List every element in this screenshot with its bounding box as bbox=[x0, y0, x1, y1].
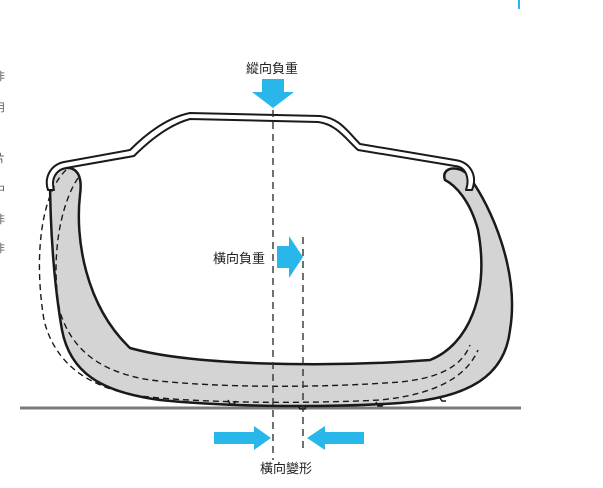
deformation-arrow-left bbox=[214, 426, 271, 450]
lateral-load-label: 橫向負重 bbox=[213, 252, 266, 267]
edge-glyph: 非 bbox=[0, 68, 5, 84]
deformation-arrow-right bbox=[307, 426, 364, 450]
edge-glyph: 非 bbox=[0, 211, 5, 227]
vertical-load-label: 縱向負重 bbox=[246, 62, 299, 77]
edge-glyph: 非 bbox=[0, 240, 5, 256]
deformed-tire-body bbox=[48, 166, 514, 408]
vertical-load-arrow bbox=[252, 79, 294, 108]
original-tire-inner-outline bbox=[55, 177, 471, 387]
original-tire-outline bbox=[38, 169, 479, 404]
edge-glyph: 用 bbox=[0, 99, 5, 115]
edge-glyph: 中 bbox=[0, 181, 5, 197]
lateral-load-arrow bbox=[277, 236, 303, 278]
wheel-rim bbox=[45, 112, 475, 191]
edge-glyph: 片 bbox=[0, 150, 5, 166]
lateral-deformation-label: 橫向變形 bbox=[260, 462, 313, 477]
